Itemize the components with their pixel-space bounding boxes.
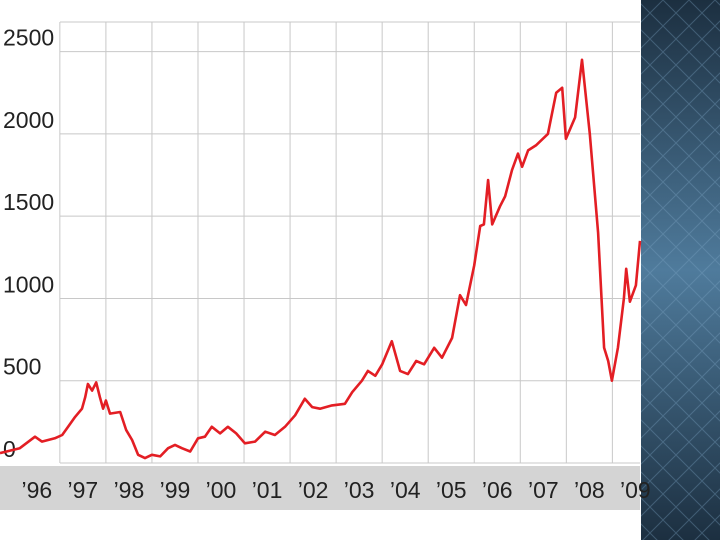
x-tick-label: ’00	[206, 477, 237, 503]
x-tick-label: ’99	[160, 477, 191, 503]
x-tick-label: ’03	[344, 477, 375, 503]
y-tick-label: 0	[3, 436, 16, 462]
y-tick-label: 1000	[3, 271, 54, 297]
x-tick-label: ’97	[68, 477, 99, 503]
x-tick-label: ’01	[252, 477, 283, 503]
y-tick-label: 500	[3, 354, 41, 380]
x-tick-label: ’08	[574, 477, 605, 503]
data-line	[0, 58, 642, 460]
x-tick-label: ’98	[114, 477, 145, 503]
x-tick-label: ’04	[390, 477, 421, 503]
x-tick-label: ’02	[298, 477, 329, 503]
x-tick-label: ’06	[482, 477, 513, 503]
y-tick-label: 2000	[3, 107, 54, 133]
x-tick-label: ’07	[528, 477, 559, 503]
y-tick-label: 1500	[3, 189, 54, 215]
plot-area: 0 500 1000 1500 2000 2500 ’96 ’97 ’98 ’99 ’00 ’01 ’0…	[0, 22, 651, 503]
x-axis-band	[0, 466, 640, 510]
x-tick-label: ’96	[21, 477, 52, 503]
x-tick-label: ’05	[436, 477, 467, 503]
x-tick-label: ’09	[620, 477, 651, 503]
y-tick-label: 2500	[3, 25, 54, 51]
side-pattern	[641, 0, 720, 540]
